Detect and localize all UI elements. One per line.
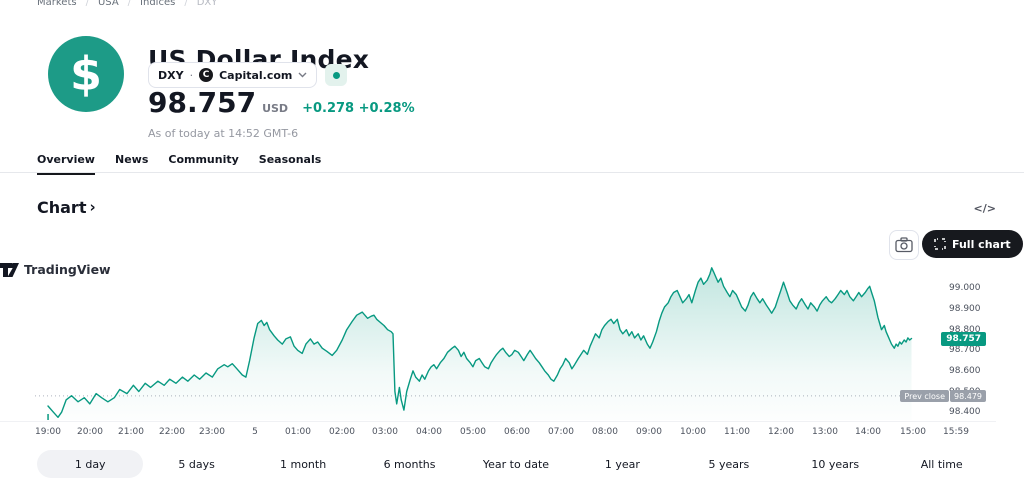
time-axis-label: 15:59	[943, 427, 969, 437]
breadcrumb-separator: /	[85, 0, 89, 8]
time-axis[interactable]: 19:00 20:00 21:00 22:00 23:00 5 01:00 02:00 03:0…	[0, 421, 996, 440]
price-axis-label: 99.000	[949, 283, 981, 293]
breadcrumb-separator: /	[184, 0, 188, 8]
price-line	[47, 267, 913, 418]
tradingview-logo-icon	[0, 262, 19, 277]
time-axis-label: 20:00	[77, 427, 103, 437]
as-of-timestamp: As of today at 14:52 GMT-6	[148, 127, 299, 140]
breadcrumb-separator: /	[127, 0, 132, 8]
time-axis-label: 07:00	[548, 427, 574, 437]
time-axis-label: 08:00	[592, 427, 618, 437]
price-change: +0.278 +0.28%	[302, 101, 415, 116]
time-axis-label: 23:00	[199, 427, 225, 437]
tabs-divider	[0, 172, 1024, 173]
area-fill	[48, 267, 912, 420]
chart-plot-area[interactable]	[35, 262, 915, 420]
last-price: 98.757	[148, 86, 257, 119]
capitalcom-logo-icon: C	[199, 68, 214, 82]
breadcrumb-item-usa[interactable]: USA	[97, 0, 119, 8]
time-axis-label: 19:00	[35, 427, 61, 437]
market-status-badge[interactable]	[325, 64, 348, 86]
time-axis-label: 02:00	[329, 427, 355, 437]
price-axis-label: 98.700	[949, 345, 981, 355]
camera-icon	[895, 237, 913, 253]
time-axis-label: 04:00	[416, 427, 442, 437]
chart-section-title: Chart	[37, 198, 87, 217]
range-selector: 1 day 5 days 1 month 6 months Year to date 1 …	[37, 450, 995, 478]
instrument-logo: $	[48, 36, 124, 112]
tradingview-attribution-link[interactable]: TradingView	[0, 262, 1024, 277]
full-chart-button[interactable]: Full chart	[922, 230, 1023, 258]
range-button-all-time[interactable]: All time	[920, 457, 963, 471]
time-axis-label: 09:00	[636, 427, 662, 437]
price-chart: 99.00098.90098.80098.70098.60098.50098.4…	[0, 262, 1024, 422]
tab-overview[interactable]: Overview	[37, 153, 95, 175]
chart-section-link[interactable]: Chart ›	[37, 198, 96, 217]
price-axis-label: 98.800	[949, 325, 981, 335]
time-axis-label: 10:00	[680, 427, 706, 437]
range-button-1-day[interactable]: 1 day	[37, 450, 144, 478]
tab-news[interactable]: News	[114, 153, 149, 166]
range-button-5-days[interactable]: 5 days	[178, 457, 215, 471]
range-button-1-year[interactable]: 1 year	[604, 457, 640, 471]
currency-label: USD	[262, 102, 289, 115]
last-price-badge: 98.757	[941, 332, 986, 346]
time-axis-label: 06:00	[504, 427, 530, 437]
price-axis-label: 98.600	[949, 366, 981, 376]
breadcrumb-item-indices[interactable]: Indices	[140, 0, 176, 8]
exchange-label: Capital.com	[219, 68, 293, 82]
time-axis-label: 5	[252, 427, 258, 437]
session-start-tick	[47, 414, 49, 420]
embed-code-icon[interactable]: </>	[973, 202, 996, 215]
fullscreen-icon	[934, 238, 946, 250]
breadcrumb-item-markets[interactable]: Markets	[37, 0, 77, 8]
prev-close-label: Prev close	[900, 390, 949, 402]
time-axis-label: 22:00	[159, 427, 185, 437]
dollar-sign-icon: $	[69, 47, 102, 101]
price-axis-label: 98.400	[949, 407, 981, 417]
time-axis-label: 15:00	[900, 427, 926, 437]
breadcrumb: Markets / USA / Indices / DXY	[37, 0, 217, 8]
range-button-5-years[interactable]: 5 years	[708, 457, 750, 471]
symbol-label: DXY	[158, 68, 184, 82]
range-button-1-month[interactable]: 1 month	[279, 457, 327, 471]
range-button-6-months[interactable]: 6 months	[383, 457, 436, 471]
prev-close-badge: Prev close 98.479	[900, 390, 986, 402]
time-axis-label: 01:00	[285, 427, 311, 437]
separator-dot: ·	[189, 68, 194, 82]
time-axis-label: 05:00	[460, 427, 486, 437]
tradingview-label: TradingView	[24, 262, 111, 277]
market-open-dot-icon	[332, 71, 340, 79]
chevron-down-icon	[298, 72, 307, 78]
time-axis-label: 21:00	[118, 427, 144, 437]
time-axis-label: 14:00	[855, 427, 881, 437]
time-axis-label: 12:00	[768, 427, 794, 437]
breadcrumb-item-dxy: DXY	[196, 0, 218, 8]
tab-bar: Overview News Community Seasonals	[37, 153, 321, 175]
range-button-10-years[interactable]: 10 years	[811, 457, 860, 471]
snapshot-button[interactable]	[889, 230, 919, 260]
price-axis-label: 98.900	[949, 304, 981, 314]
time-axis-label: 11:00	[724, 427, 750, 437]
symbol-row: DXY · C Capital.com	[148, 62, 348, 88]
time-axis-label: 13:00	[812, 427, 838, 437]
symbol-source-dropdown[interactable]: DXY · C Capital.com	[148, 62, 318, 88]
price-row: 98.757 USD +0.278 +0.28%	[148, 86, 415, 119]
range-button-year-to-date[interactable]: Year to date	[482, 457, 550, 471]
tab-seasonals[interactable]: Seasonals	[258, 153, 322, 166]
full-chart-label: Full chart	[952, 237, 1011, 251]
prev-close-value: 98.479	[950, 390, 986, 402]
tab-community[interactable]: Community	[168, 153, 239, 166]
chevron-right-icon: ›	[89, 198, 96, 216]
time-axis-label: 03:00	[372, 427, 398, 437]
